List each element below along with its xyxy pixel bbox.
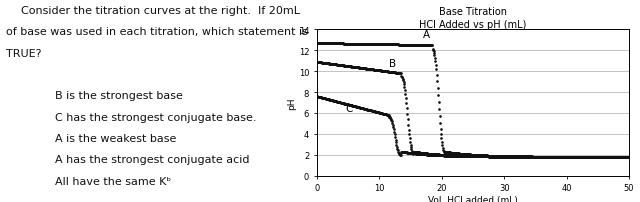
Text: B is the strongest base: B is the strongest base xyxy=(55,91,182,101)
Text: C: C xyxy=(345,103,352,113)
Text: of base was used in each titration, which statement is: of base was used in each titration, whic… xyxy=(6,27,308,37)
Y-axis label: pH: pH xyxy=(287,97,296,109)
Text: A is the weakest base: A is the weakest base xyxy=(55,133,176,143)
Text: A: A xyxy=(423,30,430,40)
Text: C has the strongest conjugate base.: C has the strongest conjugate base. xyxy=(55,112,256,122)
Text: All have the same Kᵇ: All have the same Kᵇ xyxy=(55,176,171,186)
Title: Base Titration
HCl Added vs pH (mL): Base Titration HCl Added vs pH (mL) xyxy=(419,7,527,29)
Text: TRUE?: TRUE? xyxy=(6,48,42,58)
Text: Consider the titration curves at the right.  If 20mL: Consider the titration curves at the rig… xyxy=(21,6,300,16)
Text: A has the strongest conjugate acid: A has the strongest conjugate acid xyxy=(55,155,249,164)
X-axis label: Vol. HCl added (mL): Vol. HCl added (mL) xyxy=(428,195,518,202)
Text: B: B xyxy=(388,59,396,69)
